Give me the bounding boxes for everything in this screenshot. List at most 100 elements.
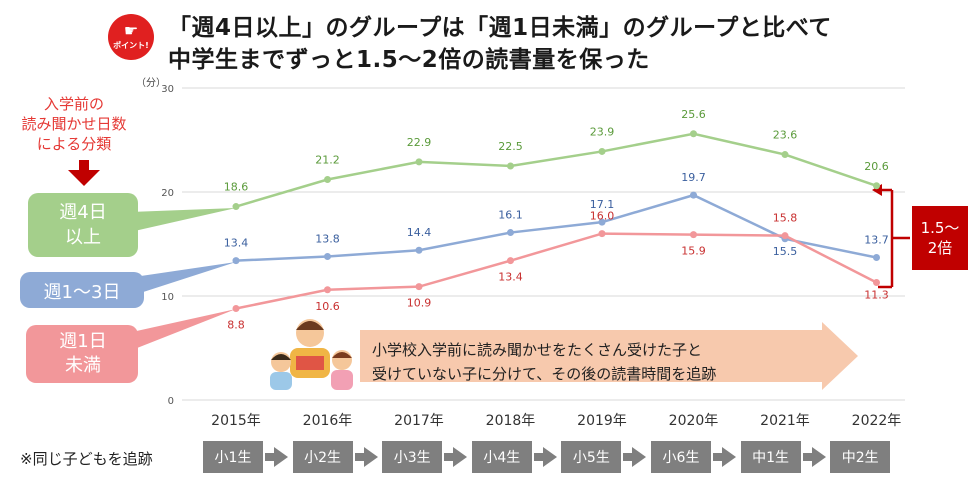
data-point <box>507 162 514 170</box>
grade-arrow-tail <box>713 453 723 461</box>
data-point <box>507 257 514 265</box>
data-point <box>598 147 606 155</box>
grade-box: 中1生 <box>740 441 801 473</box>
grade-arrow-tail <box>265 453 275 461</box>
title-line-2: 中学生までずっと1.5～2倍の読書量を保った <box>168 47 650 73</box>
y-tick-label: 20 <box>161 188 174 199</box>
grade-arrow-icon <box>722 447 736 467</box>
x-tick-label: 2017年 <box>394 413 444 429</box>
data-label: 10.9 <box>407 297 432 310</box>
data-point <box>598 230 606 238</box>
data-label: 10.6 <box>315 300 340 313</box>
grade-arrow-icon <box>363 447 378 467</box>
grade-arrow-icon <box>274 447 288 467</box>
grade-box: 小4生 <box>471 441 532 473</box>
data-label: 18.6 <box>224 181 249 194</box>
grade-arrow-icon <box>632 447 647 467</box>
classification-arrow-icon <box>68 160 100 186</box>
data-label: 13.4 <box>224 237 249 250</box>
difference-label: 1.5～ 2倍 <box>912 206 968 270</box>
pointing-hand-icon: ☛ <box>123 21 139 40</box>
data-label: 22.9 <box>407 136 432 149</box>
series-2: 8.8 10.6 10.9 13.4 16.0 15.9 15.8 11.3 <box>227 210 889 332</box>
data-label: 17.1 <box>590 198 615 211</box>
legend-label-red: 週1日未満 <box>59 331 107 376</box>
point-badge: ☛ ポイント! <box>108 14 154 60</box>
series-line <box>235 132 877 208</box>
data-label: 23.6 <box>773 129 798 142</box>
y-tick-label: 30 <box>161 84 174 95</box>
grade-arrow-icon <box>542 447 557 467</box>
data-label: 15.5 <box>773 245 798 258</box>
data-point <box>324 252 331 260</box>
grid-lines <box>182 87 905 401</box>
data-label: 22.5 <box>498 140 523 153</box>
tracking-note: ※同じ子どもを追跡 <box>20 450 153 468</box>
family-reading-illustration <box>270 319 353 390</box>
data-label: 13.8 <box>315 232 340 245</box>
series-layer: 18.6 21.2 22.9 22.5 23.9 25.6 23.6 20.6 13.4 13.8… <box>224 108 889 332</box>
data-point <box>232 304 240 312</box>
legend-callout-red <box>26 309 236 383</box>
y-tick-labels: 0 10 20 30 <box>161 84 174 407</box>
grade-box: 小5生 <box>561 441 622 473</box>
x-tick-label: 2018年 <box>486 413 536 429</box>
data-point <box>415 158 423 166</box>
data-label: 11.3 <box>864 288 889 301</box>
title-line-1: 「週4日以上」のグループは「週1日未満」のグループと比べて <box>168 15 832 41</box>
badge-text: ポイント! <box>113 41 149 50</box>
grade-arrow-tail <box>444 453 455 461</box>
difference-bracket <box>872 184 910 289</box>
x-tick-label: 2015年 <box>211 413 261 429</box>
grade-arrow-tail <box>354 453 365 461</box>
grade-arrow-icon <box>453 447 468 467</box>
legend-callout-green <box>28 193 236 257</box>
legend-label-green: 週4日以上 <box>59 202 107 248</box>
data-label: 20.6 <box>864 160 889 173</box>
data-point <box>781 232 789 240</box>
series-0: 18.6 21.2 22.9 22.5 23.9 25.6 23.6 20.6 <box>224 108 889 211</box>
series-1: 13.4 13.8 14.4 16.1 17.1 19.7 15.5 13.7 <box>224 171 889 265</box>
banner-text: 小学校入学前に読み聞かせをたくさん受けた子と 受けていない子に分けて、その後の読… <box>372 341 717 383</box>
data-point <box>598 218 606 226</box>
data-label: 16.0 <box>590 210 615 223</box>
data-label: 13.4 <box>498 271 523 284</box>
data-point <box>415 246 423 254</box>
data-label: 13.7 <box>864 234 889 247</box>
data-point <box>415 283 423 291</box>
grade-arrow-tail <box>623 453 634 461</box>
legend-callout-blue <box>20 262 236 308</box>
data-label: 21.2 <box>315 154 340 167</box>
data-point <box>232 203 240 211</box>
data-point <box>781 151 789 159</box>
data-point <box>873 182 880 190</box>
data-point <box>873 254 880 262</box>
data-point <box>324 176 331 184</box>
data-label: 8.8 <box>227 318 245 331</box>
grade-box: 小1生 <box>203 441 263 473</box>
y-unit-label: （分） <box>136 78 166 89</box>
x-tick-label: 2019年 <box>577 413 627 429</box>
grade-box: 小6生 <box>651 441 711 473</box>
x-tick-label: 2016年 <box>303 413 353 429</box>
data-label: 15.9 <box>681 245 706 258</box>
x-tick-label: 2021年 <box>760 413 810 429</box>
grade-box: 小3生 <box>382 441 443 473</box>
x-tick-label: 2020年 <box>669 413 719 429</box>
data-point <box>690 191 697 199</box>
series-line <box>235 193 877 262</box>
data-label: 15.8 <box>773 212 798 225</box>
series-line <box>235 232 878 310</box>
data-point <box>690 130 697 138</box>
data-point <box>507 229 514 237</box>
classification-note: 入学前の 読み聞かせ日数 による分類 <box>21 95 127 153</box>
grade-arrow-tail <box>533 453 544 461</box>
data-point <box>324 286 331 294</box>
data-label: 19.7 <box>681 171 706 184</box>
y-tick-label: 0 <box>168 396 174 407</box>
banner-arrow <box>360 322 858 390</box>
data-point <box>690 231 697 239</box>
legend-label-blue: 週1～3日 <box>43 282 121 303</box>
